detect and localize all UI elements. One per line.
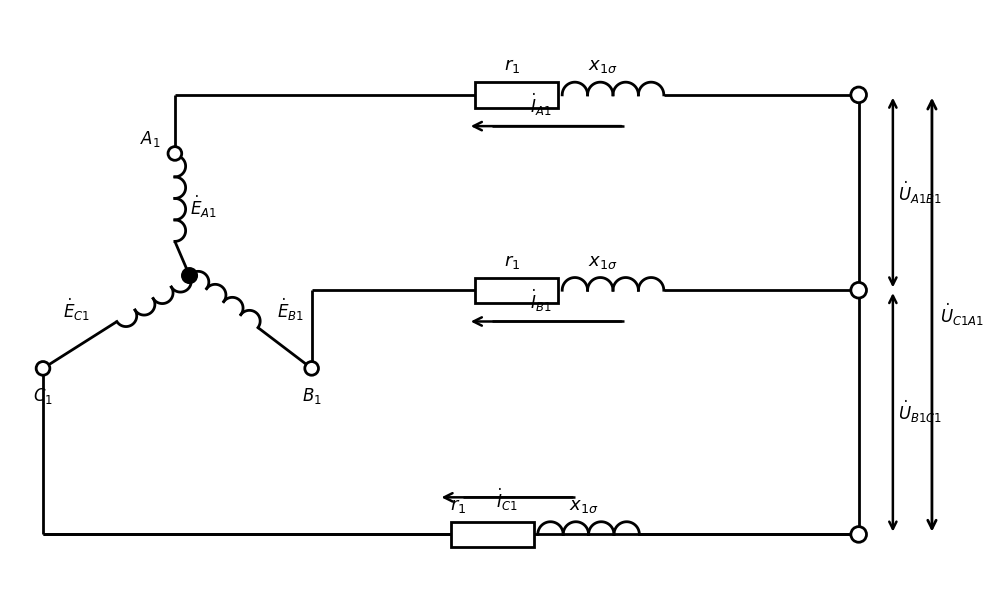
Circle shape — [36, 362, 50, 375]
Text: $r_1$: $r_1$ — [450, 497, 466, 515]
Text: $\dot{U}_{B1C1}$: $\dot{U}_{B1C1}$ — [898, 399, 942, 425]
Circle shape — [305, 362, 318, 375]
Text: $r_1$: $r_1$ — [504, 253, 520, 271]
Bar — [451, 522, 534, 547]
Circle shape — [168, 146, 182, 160]
Text: $\dot{I}_{A1}$: $\dot{I}_{A1}$ — [530, 92, 552, 118]
Text: $\dot{E}_{A1}$: $\dot{E}_{A1}$ — [190, 194, 217, 220]
Bar — [475, 82, 558, 107]
Text: $\dot{E}_{B1}$: $\dot{E}_{B1}$ — [277, 297, 304, 323]
Text: $\dot{I}_{C1}$: $\dot{I}_{C1}$ — [496, 487, 518, 513]
Bar — [475, 278, 558, 303]
Text: $B_1$: $B_1$ — [302, 386, 322, 406]
Text: $x_{1\sigma}$: $x_{1\sigma}$ — [588, 253, 618, 271]
Circle shape — [851, 87, 866, 103]
Circle shape — [851, 527, 866, 542]
Text: $x_{1\sigma}$: $x_{1\sigma}$ — [569, 497, 598, 515]
Text: $x_{1\sigma}$: $x_{1\sigma}$ — [588, 58, 618, 76]
Text: $\dot{U}_{A1B1}$: $\dot{U}_{A1B1}$ — [898, 179, 942, 206]
Text: $\dot{I}_{B1}$: $\dot{I}_{B1}$ — [530, 287, 552, 314]
Circle shape — [182, 268, 197, 283]
Text: $C_1$: $C_1$ — [33, 386, 53, 406]
Text: $\dot{E}_{C1}$: $\dot{E}_{C1}$ — [63, 297, 90, 323]
Circle shape — [851, 283, 866, 298]
Text: $\dot{U}_{C1A1}$: $\dot{U}_{C1A1}$ — [940, 302, 984, 328]
Text: $A_1$: $A_1$ — [140, 128, 160, 149]
Text: $r_1$: $r_1$ — [504, 58, 520, 76]
